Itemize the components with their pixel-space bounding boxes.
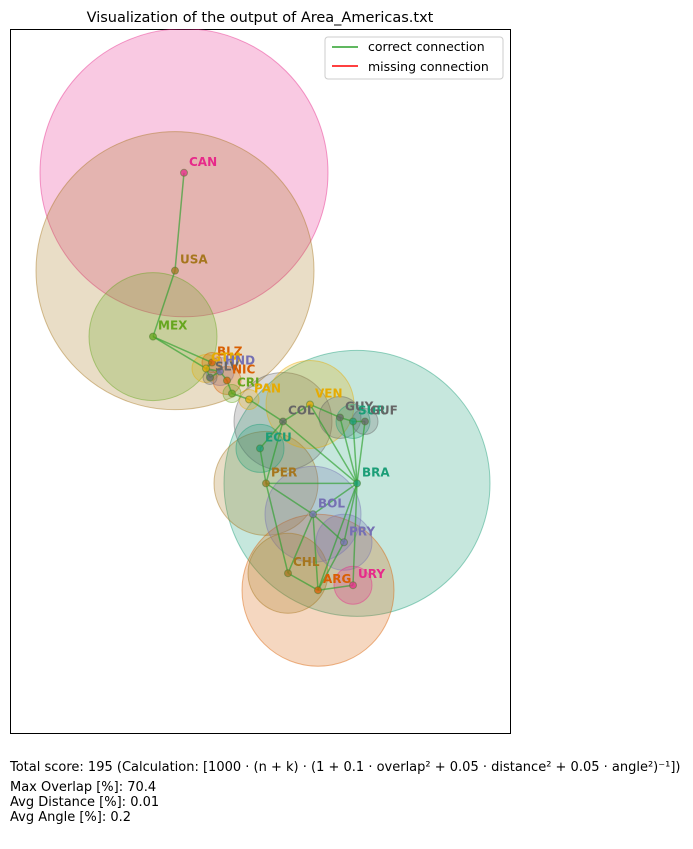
- connection-sur-bra: [352, 421, 358, 484]
- node-point-bol: [309, 510, 317, 519]
- connection-per-chl: [265, 483, 289, 574]
- connection-pry-arg: [317, 541, 345, 591]
- connection-pry-bra: [343, 483, 358, 543]
- node-label-bol: BOL: [318, 496, 345, 510]
- node-label-cri: CRI: [237, 375, 260, 389]
- node-point-arg: [314, 586, 322, 595]
- connection-usa-mex: [152, 270, 176, 337]
- node-point-bra: [353, 479, 361, 488]
- node-point-sur: [349, 417, 357, 426]
- node-label-can: CAN: [189, 155, 217, 169]
- node-point-pry: [340, 538, 348, 547]
- connection-ven-guy: [309, 403, 341, 419]
- connection-bol-pry: [312, 513, 345, 543]
- node-point-blz: [208, 358, 216, 367]
- node-point-per: [262, 479, 270, 488]
- node-label-per: PER: [271, 465, 297, 479]
- node-points: [149, 168, 369, 595]
- node-point-slv: [206, 373, 214, 382]
- node-label-bra: BRA: [362, 465, 390, 479]
- node-label-pan: PAN: [254, 381, 281, 395]
- node-point-hnd: [216, 367, 224, 376]
- node-point-nic: [223, 376, 231, 385]
- node-point-chl: [284, 569, 292, 578]
- area-chart-figure: Visualization of the output of Area_Amer…: [10, 10, 511, 734]
- connection-bol-bra: [312, 482, 358, 515]
- node-label-nic: NIC: [232, 363, 256, 377]
- connection-mex-blz: [152, 335, 213, 364]
- node-point-cri: [228, 389, 236, 398]
- avg-distance-text: Avg Distance [%]: 0.01: [10, 795, 160, 810]
- connection-per-bol: [265, 482, 314, 515]
- legend-box: [324, 36, 504, 80]
- node-point-can: [180, 168, 188, 177]
- connection-mex-gtm: [152, 335, 207, 370]
- chart-title: Visualization of the output of Area_Amer…: [87, 10, 434, 26]
- node-label-guy: GUY: [345, 399, 374, 413]
- connection-ecu-per: [259, 448, 267, 484]
- node-label-sur: SUR: [358, 403, 386, 417]
- node-label-ecu: ECU: [265, 430, 292, 444]
- connection-ven-bra: [309, 404, 358, 484]
- connection-guf-bra: [356, 421, 366, 484]
- connection-guy-bra: [339, 417, 358, 484]
- connection-col-bra: [282, 420, 358, 484]
- node-label-gtm: GTM: [211, 351, 241, 365]
- connection-col-ven: [282, 403, 311, 423]
- connection-col-per: [265, 421, 284, 484]
- legend: correct connection missing connection: [324, 36, 504, 80]
- node-label-col: COL: [288, 403, 315, 417]
- legend-label-missing: missing connection: [368, 59, 489, 74]
- connection-bol-chl: [287, 514, 314, 574]
- node-label-ury: URY: [358, 567, 385, 581]
- connection-chl-arg: [287, 572, 319, 591]
- connection-pan-col: [248, 398, 284, 423]
- connection-bol-arg: [312, 514, 319, 591]
- node-label-ven: VEN: [315, 386, 343, 400]
- connection-ury-bra: [352, 483, 358, 586]
- node-label-usa: USA: [180, 253, 208, 267]
- node-label-arg: ARG: [323, 572, 351, 586]
- plot-frame: [10, 29, 511, 734]
- node-point-ury: [349, 581, 357, 590]
- node-label-blz: BLZ: [217, 345, 243, 359]
- legend-label-correct: correct connection: [368, 39, 485, 54]
- max-overlap-text: Max Overlap [%]: 70.4: [10, 780, 157, 795]
- total-score-text: Total score: 195 (Calculation: [1000 · (…: [10, 760, 681, 775]
- node-point-pan: [245, 395, 253, 404]
- connection-arg-bra: [317, 483, 358, 591]
- node-label-guf: GUF: [370, 403, 398, 417]
- node-point-ven: [306, 400, 314, 409]
- avg-angle-text: Avg Angle [%]: 0.2: [10, 810, 132, 825]
- node-point-col: [279, 417, 287, 426]
- node-point-ecu: [256, 444, 264, 453]
- node-point-usa: [171, 266, 179, 275]
- node-label-mex: MEX: [158, 319, 188, 333]
- node-point-mex: [149, 332, 157, 341]
- node-point-guy: [336, 413, 344, 422]
- node-label-hnd: HND: [225, 354, 255, 368]
- node-label-pry: PRY: [349, 524, 375, 538]
- connection-col-ecu: [259, 420, 284, 449]
- region-circles: [35, 29, 491, 667]
- node-point-guf: [361, 417, 369, 426]
- connection-arg-ury: [317, 584, 354, 591]
- connection-can-usa: [174, 172, 185, 271]
- connection-lines: [152, 172, 366, 591]
- node-point-gtm: [202, 364, 210, 373]
- node-label-chl: CHL: [293, 555, 320, 569]
- node-label-slv: SLV: [215, 360, 240, 374]
